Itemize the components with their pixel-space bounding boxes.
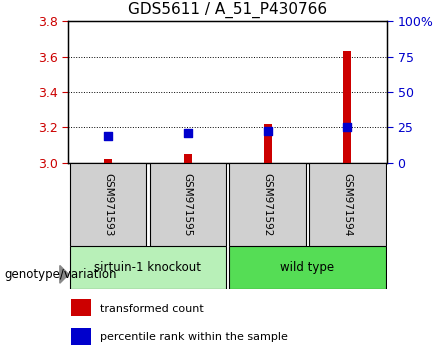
Point [105,133,112,139]
Text: GSM971594: GSM971594 [342,173,352,236]
Bar [343,51,351,163]
Title: GDS5611 / A_51_P430766: GDS5611 / A_51_P430766 [128,2,327,18]
Point [184,130,191,136]
Bar [71,299,91,316]
Text: wild type: wild type [280,261,334,274]
Bar [309,163,385,246]
Polygon shape [60,266,69,283]
Text: transformed count: transformed count [100,303,204,314]
Text: genotype/variation: genotype/variation [4,268,117,281]
Bar [229,246,385,289]
Bar [229,163,306,246]
Text: GSM971595: GSM971595 [183,173,193,236]
Text: percentile rank within the sample: percentile rank within the sample [100,332,288,342]
Text: GSM971592: GSM971592 [263,173,272,236]
Bar [104,159,112,163]
Text: sirtuin-1 knockout: sirtuin-1 knockout [95,261,202,274]
Bar [150,163,226,246]
Bar [71,328,91,345]
Text: GSM971593: GSM971593 [103,173,113,236]
Point [264,128,271,134]
Bar [264,124,271,163]
Bar [70,246,226,289]
Point [344,125,351,130]
Bar [70,163,147,246]
Bar [184,154,192,163]
